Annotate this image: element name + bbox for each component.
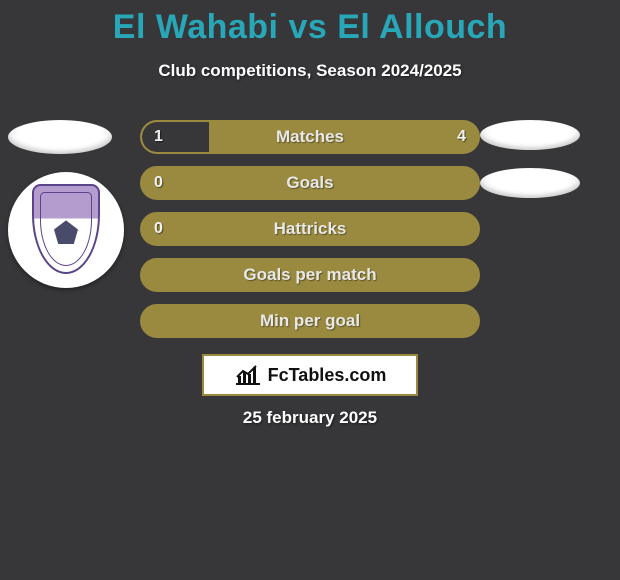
right-player-column [480,120,600,216]
stat-bar: Hattricks0 [140,212,480,246]
player-placeholder-ellipse [480,120,580,150]
page-subtitle: Club competitions, Season 2024/2025 [0,61,620,81]
left-player-column [8,120,128,288]
snapshot-date: 25 february 2025 [0,408,620,428]
stat-bar: Goals0 [140,166,480,200]
club-crest-icon [32,184,100,274]
chart-icon [234,364,262,386]
stat-bar-left-value: 1 [142,122,175,152]
stat-bar-left-value: 0 [142,168,175,198]
stat-bar-label: Min per goal [142,306,478,336]
page-title: El Wahabi vs El Allouch [0,0,620,47]
comparison-bars: Matches14Goals0Hattricks0Goals per match… [140,120,480,350]
stat-bar-label: Hattricks [142,214,478,244]
player-placeholder-ellipse [8,120,112,154]
stat-bar-label: Goals per match [142,260,478,290]
stat-bar: Min per goal [140,304,480,338]
fctables-logo: FcTables.com [202,354,418,396]
stat-bar: Goals per match [140,258,480,292]
stat-bar-label: Goals [142,168,478,198]
stat-bar-right-value: 4 [445,122,478,152]
club-badge [8,172,124,288]
player-placeholder-ellipse [480,168,580,198]
fctables-logo-text: FcTables.com [268,365,387,386]
stat-bar-left-value: 0 [142,214,175,244]
stat-bar: Matches14 [140,120,480,154]
